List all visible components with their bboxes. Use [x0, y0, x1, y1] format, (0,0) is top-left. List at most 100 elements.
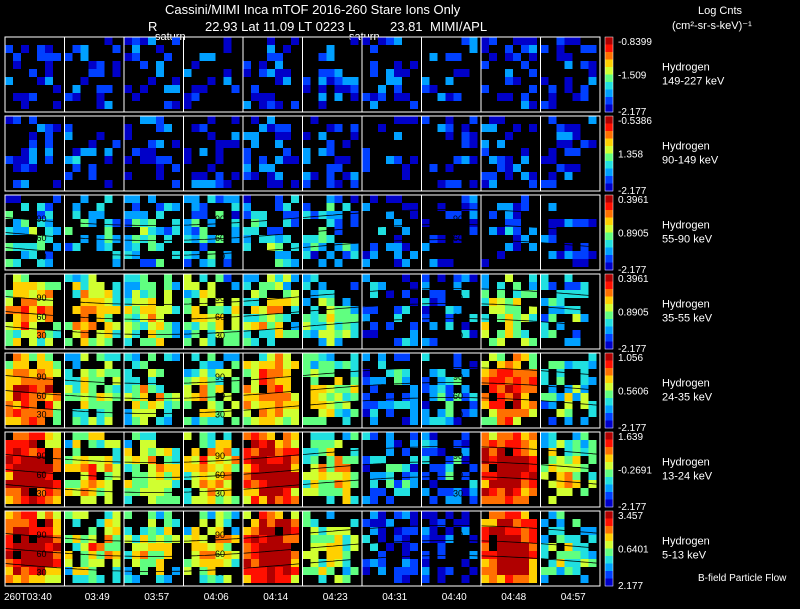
- heatmap-cell: [302, 551, 311, 559]
- heatmap-cell: [326, 488, 335, 496]
- heatmap-cell: [45, 77, 53, 85]
- heatmap-cell: [21, 219, 29, 227]
- heatmap-cell: [37, 211, 45, 219]
- heatmap-cell: [529, 527, 537, 535]
- heatmap-cell: [64, 511, 73, 519]
- heatmap-cell: [540, 551, 549, 559]
- heatmap-cell: [199, 417, 208, 425]
- heatmap-cell: [421, 298, 430, 306]
- heatmap-cell: [124, 377, 132, 385]
- heatmap-cell: [410, 385, 418, 393]
- heatmap-cell: [421, 535, 430, 543]
- heatmap-cell: [156, 243, 164, 251]
- heatmap-cell: [223, 274, 232, 282]
- heatmap-cell: [421, 417, 430, 425]
- heatmap-cell: [72, 385, 81, 393]
- heatmap-cell: [72, 93, 81, 101]
- heatmap-cell: [156, 140, 164, 148]
- heatmap-cell: [497, 140, 505, 148]
- heatmap-cell: [215, 369, 224, 377]
- heatmap-cell: [437, 377, 446, 385]
- heatmap-cell: [243, 575, 251, 583]
- heatmap-cell: [29, 385, 37, 393]
- heatmap-cell: [80, 417, 89, 425]
- heatmap-cell: [489, 172, 497, 180]
- heatmap-cell: [350, 369, 359, 377]
- colorbar-segment: [605, 185, 613, 188]
- heatmap-cell: [429, 535, 438, 543]
- heatmap-cell: [497, 464, 505, 472]
- heatmap-cell: [21, 527, 29, 535]
- heatmap-cell: [259, 551, 267, 559]
- heatmap-cell: [96, 290, 105, 298]
- colorbar-segment: [605, 381, 613, 384]
- heatmap-cell: [310, 369, 319, 377]
- heatmap-cell: [572, 456, 581, 464]
- colorbar-segment: [605, 87, 613, 90]
- heatmap-cell: [53, 243, 61, 251]
- heatmap-cell: [394, 243, 402, 251]
- heatmap-cell: [437, 124, 446, 132]
- heatmap-cell: [243, 243, 251, 251]
- heatmap-cell: [505, 488, 513, 496]
- colorbar-segment: [605, 304, 613, 307]
- heatmap-cell: [556, 45, 565, 53]
- heatmap-cell: [469, 361, 478, 369]
- colorbar-segment: [605, 403, 613, 406]
- heatmap-cell: [124, 551, 132, 559]
- heatmap-cell: [45, 298, 53, 306]
- heatmap-cell: [402, 527, 410, 535]
- heatmap-cell: [104, 306, 113, 314]
- heatmap-cell: [334, 322, 343, 330]
- heatmap-cell: [378, 85, 386, 93]
- heatmap-cell: [45, 290, 53, 298]
- heatmap-cell: [513, 124, 521, 132]
- heatmap-cell: [5, 488, 13, 496]
- heatmap-cell: [505, 472, 513, 480]
- heatmap-cell: [13, 377, 21, 385]
- heatmap-cell: [310, 440, 319, 448]
- heatmap-cell: [529, 227, 537, 235]
- heatmap-cell: [29, 432, 37, 440]
- heatmap-cell: [140, 448, 148, 456]
- heatmap-cell: [112, 559, 121, 567]
- heatmap-cell: [21, 448, 29, 456]
- heatmap-cell: [505, 298, 513, 306]
- heatmap-cell: [156, 156, 164, 164]
- contour-label: 30: [37, 568, 47, 578]
- heatmap-cell: [402, 488, 410, 496]
- heatmap-cell: [80, 298, 89, 306]
- heatmap-cell: [156, 527, 164, 535]
- heatmap-cell: [183, 101, 192, 109]
- heatmap-cell: [140, 274, 148, 282]
- heatmap-cell: [556, 393, 565, 401]
- heatmap-cell: [223, 369, 232, 377]
- heatmap-cell: [421, 314, 430, 322]
- colorbar-segment: [605, 132, 613, 136]
- heatmap-cell: [481, 527, 489, 535]
- heatmap-cell: [112, 448, 121, 456]
- heatmap-cell: [342, 298, 351, 306]
- heatmap-cell: [21, 511, 29, 519]
- heatmap-cell: [310, 432, 319, 440]
- heatmap-cell: [53, 85, 61, 93]
- heatmap-cell: [469, 330, 478, 338]
- heatmap-cell: [437, 385, 446, 393]
- heatmap-cell: [53, 456, 61, 464]
- heatmap-cell: [215, 322, 224, 330]
- heatmap-cell: [243, 314, 251, 322]
- heatmap-cell: [469, 211, 478, 219]
- heatmap-cell: [13, 322, 21, 330]
- heatmap-cell: [334, 93, 343, 101]
- colorbar-segment: [605, 567, 613, 570]
- heatmap-cell: [505, 243, 513, 251]
- heatmap-cell: [21, 298, 29, 306]
- heatmap-cell: [469, 156, 478, 164]
- heatmap-cell: [469, 195, 478, 203]
- heatmap-cell: [275, 535, 283, 543]
- heatmap-cell: [37, 448, 45, 456]
- heatmap-cell: [5, 551, 13, 559]
- heatmap-cell: [580, 417, 589, 425]
- heatmap-cell: [481, 290, 489, 298]
- heatmap-cell: [251, 440, 259, 448]
